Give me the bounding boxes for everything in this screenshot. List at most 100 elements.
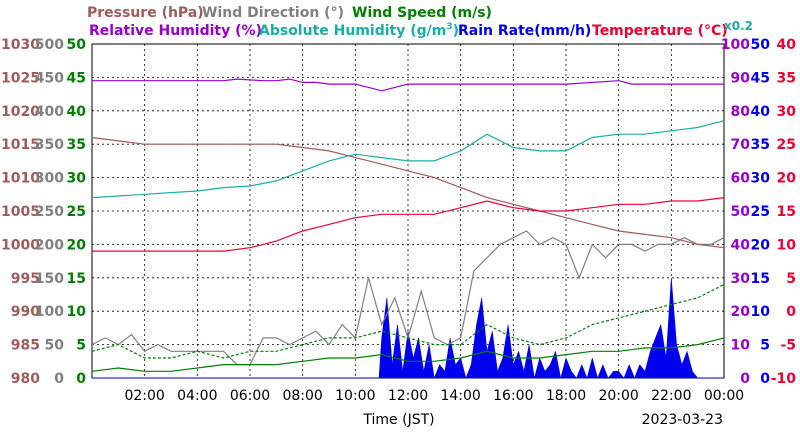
wind-speed-tick: 20: [67, 237, 87, 253]
pressure-tick: 1030: [1, 37, 40, 53]
relative-humidity-tick: 20: [731, 304, 751, 320]
wind-direction-tick: 450: [35, 70, 64, 86]
wind-direction-tick: 0: [54, 371, 64, 387]
x-tick-label: 04:00: [177, 388, 217, 404]
x-axis: 02:00 04:00 06:00 08:00 10:00 12:00 14:00 16:00…: [124, 388, 744, 404]
pressure-tick: 1020: [1, 104, 40, 120]
x-tick-label: 08:00: [282, 388, 322, 404]
temperature-tick: 10: [777, 237, 797, 253]
rain-rate-tick: 25: [751, 204, 770, 220]
temperature-tick: -10: [771, 371, 797, 387]
legend-rain-rate: Rain Rate(mm/h): [458, 23, 591, 39]
temperature-tick: 40: [777, 37, 797, 53]
series-wind-speed-m-s: [91, 337, 725, 372]
rain-rate-tick: 35: [751, 137, 770, 153]
wind-speed-tick: 15: [67, 271, 86, 287]
rain-rate-tick: 10: [751, 304, 771, 320]
wind-direction-tick: 150: [35, 271, 64, 287]
legend-absolute-humidity-sup: 3: [446, 22, 452, 32]
relative-humidity-tick: 40: [731, 237, 751, 253]
pressure-tick: 1015: [1, 137, 40, 153]
x-tick-label: 20:00: [598, 388, 638, 404]
temperature-tick: -5: [780, 338, 796, 354]
pressure-tick: 1010: [1, 171, 40, 187]
relative-humidity-tick: 30: [731, 271, 751, 287]
relative-humidity-tick: 100: [721, 37, 750, 53]
legend-pressure: Pressure (hPa): [87, 5, 204, 21]
rain-rate-tick: 0: [760, 371, 770, 387]
wind-direction-tick: 100: [35, 304, 64, 320]
rain-rate-tick: 45: [751, 70, 770, 86]
right-axes: 1009080706050403020100504540353025201510…: [721, 37, 796, 387]
wind-direction-tick: 500: [35, 37, 64, 53]
legend-wind-speed: Wind Speed (m/s): [352, 5, 492, 21]
rain-rate-tick: 15: [751, 271, 770, 287]
legend-relative-humidity: Relative Humidity (%): [89, 23, 262, 39]
temperature-tick: 20: [777, 171, 797, 187]
legend-absolute-humidity: Absolute Humidity (g/m3): [259, 22, 459, 39]
wind-direction-tick: 400: [35, 104, 64, 120]
temperature-tick: 25: [777, 137, 796, 153]
wind-direction-tick: 300: [35, 171, 64, 187]
wind-speed-tick: 25: [67, 204, 86, 220]
left-axes: 1030102510201015101010051000995990985980…: [1, 37, 86, 387]
wind-speed-tick: 5: [76, 338, 86, 354]
rain-rate-tick: 50: [751, 37, 771, 53]
x-tick-label: 02:00: [124, 388, 164, 404]
pressure-tick: 990: [11, 304, 40, 320]
wind-direction-tick: 50: [45, 338, 65, 354]
wind-speed-tick: 10: [67, 304, 87, 320]
pressure-tick: 1000: [1, 237, 40, 253]
wind-direction-tick: 350: [35, 137, 64, 153]
x-tick-label: 00:00: [704, 388, 744, 404]
wind-speed-tick: 30: [67, 171, 87, 187]
temperature-tick: 0: [786, 304, 796, 320]
relative-humidity-tick: 0: [740, 371, 750, 387]
rain-rate-tick: 30: [751, 171, 771, 187]
series-absolute-humidity-g-m3: [91, 120, 725, 199]
relative-humidity-tick: 50: [731, 204, 751, 220]
x-tick-label: 06:00: [230, 388, 270, 404]
wind-speed-tick: 45: [67, 70, 86, 86]
series-temperature-c: [92, 197, 725, 252]
legend-factor: x0.2: [724, 19, 753, 33]
pressure-tick: 995: [11, 271, 40, 287]
plot-area: [91, 43, 725, 379]
wind-direction-tick: 250: [35, 204, 64, 220]
legend-wind-direction: Wind Direction (°): [202, 5, 344, 21]
wind-direction-tick: 200: [35, 237, 64, 253]
wind-speed-tick: 35: [67, 137, 86, 153]
x-tick-label: 10:00: [335, 388, 375, 404]
relative-humidity-tick: 10: [731, 338, 751, 354]
pressure-tick: 985: [11, 338, 40, 354]
chart-date: 2023-03-23: [642, 412, 723, 428]
temperature-tick: 15: [777, 204, 796, 220]
relative-humidity-tick: 70: [731, 137, 751, 153]
legend-absolute-humidity-suffix: ): [453, 23, 459, 39]
series-wind-speed-gust-m-s: [91, 283, 725, 359]
x-tick-label: 12:00: [388, 388, 428, 404]
series-wind-direction: [91, 230, 725, 366]
rain-rate-tick: 20: [751, 237, 771, 253]
pressure-tick: 980: [11, 371, 40, 387]
relative-humidity-tick: 80: [731, 104, 751, 120]
x-tick-label: 16:00: [493, 388, 533, 404]
x-tick-label: 18:00: [546, 388, 586, 404]
legend-absolute-humidity-prefix: Absolute Humidity (g/m: [259, 23, 446, 39]
x-tick-label: 14:00: [440, 388, 480, 404]
rain-rate-tick: 5: [760, 338, 770, 354]
temperature-tick: 35: [777, 70, 796, 86]
pressure-tick: 1005: [1, 204, 40, 220]
pressure-tick: 1025: [1, 70, 40, 86]
wind-speed-tick: 0: [76, 371, 86, 387]
series-pressure-hpa: [91, 136, 725, 249]
rain-rate-tick: 40: [751, 104, 771, 120]
legend-temperature: Temperature (°C): [592, 23, 728, 39]
relative-humidity-tick: 90: [731, 70, 751, 86]
wind-speed-tick: 50: [67, 37, 87, 53]
x-tick-label: 22:00: [651, 388, 691, 404]
relative-humidity-tick: 60: [731, 171, 751, 187]
x-axis-label: Time (JST): [362, 412, 434, 428]
temperature-tick: 5: [786, 271, 796, 287]
